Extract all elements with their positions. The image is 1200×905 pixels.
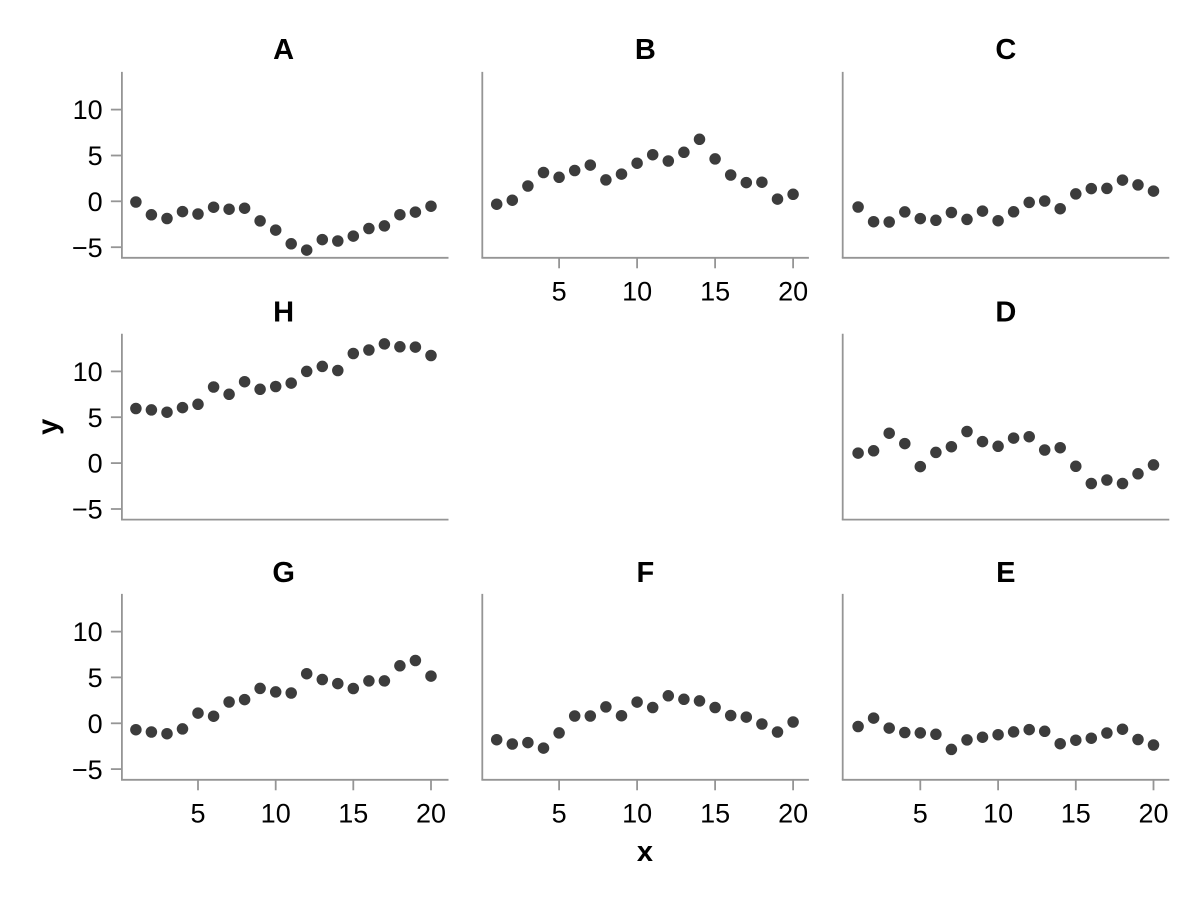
svg-text:B: B [635, 34, 656, 66]
svg-text:5: 5 [913, 799, 928, 829]
svg-text:A: A [273, 34, 294, 66]
svg-text:0: 0 [88, 187, 103, 217]
svg-text:0: 0 [88, 449, 103, 479]
svg-text:G: G [272, 557, 295, 589]
svg-text:C: C [995, 34, 1016, 66]
svg-text:−5: −5 [72, 233, 103, 263]
svg-text:−5: −5 [72, 495, 103, 525]
svg-text:5: 5 [88, 663, 103, 693]
svg-text:10: 10 [983, 799, 1013, 829]
svg-text:5: 5 [552, 799, 567, 829]
svg-text:10: 10 [73, 95, 103, 125]
svg-text:F: F [636, 557, 654, 589]
svg-text:−5: −5 [72, 755, 103, 785]
svg-text:E: E [996, 557, 1015, 589]
svg-text:10: 10 [73, 357, 103, 387]
svg-text:15: 15 [700, 277, 730, 307]
svg-text:5: 5 [88, 141, 103, 171]
svg-text:20: 20 [778, 799, 808, 829]
svg-text:10: 10 [622, 277, 652, 307]
svg-text:10: 10 [261, 799, 291, 829]
svg-text:20: 20 [1138, 799, 1168, 829]
svg-text:5: 5 [88, 403, 103, 433]
svg-text:0: 0 [88, 709, 103, 739]
svg-text:D: D [995, 297, 1016, 329]
svg-text:y: y [33, 419, 65, 435]
svg-text:10: 10 [622, 799, 652, 829]
svg-text:15: 15 [1061, 799, 1091, 829]
svg-text:5: 5 [190, 799, 205, 829]
svg-text:20: 20 [416, 799, 446, 829]
svg-text:20: 20 [778, 277, 808, 307]
svg-text:H: H [273, 297, 294, 329]
svg-text:10: 10 [73, 617, 103, 647]
svg-text:15: 15 [338, 799, 368, 829]
svg-text:15: 15 [700, 799, 730, 829]
svg-text:5: 5 [552, 277, 567, 307]
svg-text:x: x [637, 836, 653, 868]
